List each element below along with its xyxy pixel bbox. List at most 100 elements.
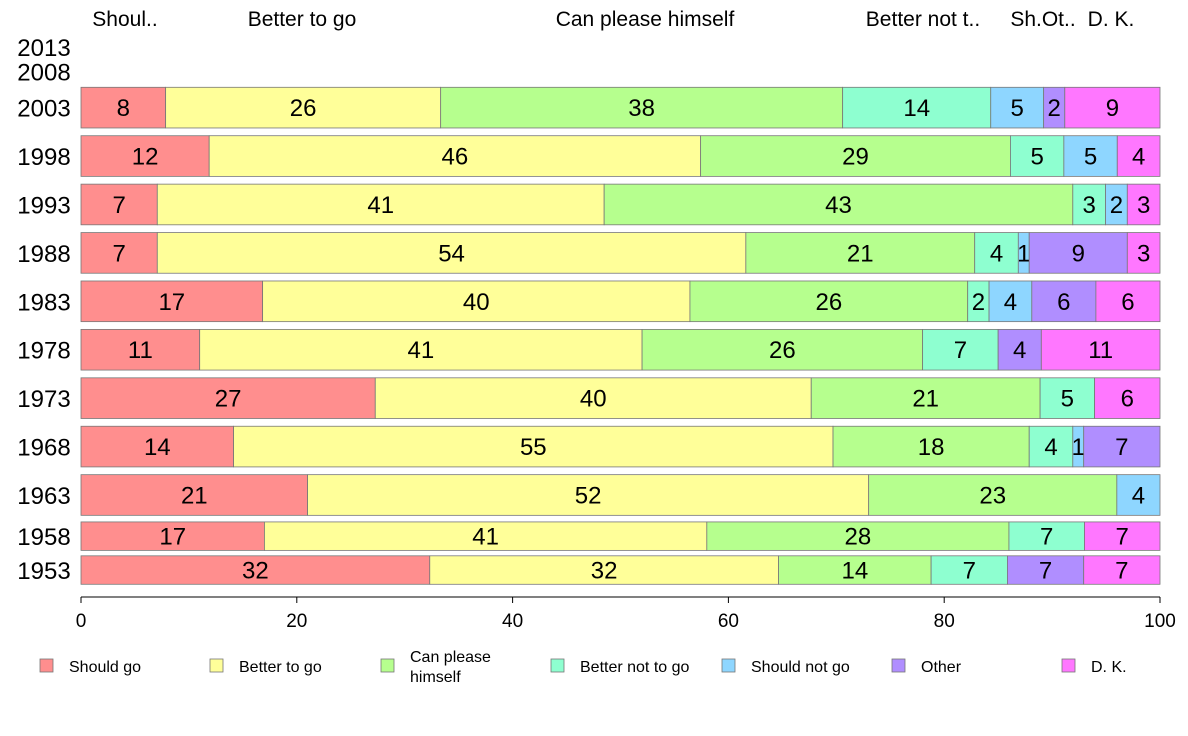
bar-segment — [990, 86, 1045, 129]
bar-value-label: 43 — [825, 192, 852, 219]
bar-row: 1988 7 54 21 4 1 9 3 — [17, 232, 1161, 274]
bar-segment — [778, 555, 932, 585]
bar-segment — [1028, 232, 1128, 274]
bar-value-label: 32 — [242, 558, 269, 585]
bar-value-label: 32 — [591, 558, 618, 585]
bar-segment — [922, 328, 999, 371]
bar-row: 1993 7 41 43 3 2 3 — [17, 183, 1161, 226]
bar-value-label: 6 — [1057, 289, 1070, 316]
bar-segment — [199, 328, 643, 371]
legend-label: himself — [410, 669, 461, 686]
bar-value-label: 7 — [963, 558, 976, 585]
bar-segment — [80, 280, 264, 323]
bar-value-label: 55 — [520, 434, 547, 461]
bar-segment — [1126, 232, 1161, 274]
bar-row: 1973 27 40 21 5 6 — [17, 377, 1161, 419]
bar-segment — [80, 86, 167, 129]
bar-segment — [1116, 135, 1161, 177]
bar-value-label: 7 — [1039, 558, 1052, 585]
bar-segment — [233, 425, 834, 468]
bar-segment — [429, 555, 779, 585]
bar-value-label: 26 — [769, 337, 796, 364]
bar-value-label: 11 — [1088, 337, 1113, 364]
bar-value-label: 3 — [1137, 240, 1150, 267]
bar-value-label: 3 — [1082, 192, 1095, 219]
year-label: 2003 — [17, 96, 70, 123]
bar-row: 2008 — [17, 59, 70, 86]
bar-segment — [1126, 183, 1161, 226]
bar-value-label: 3 — [1137, 192, 1150, 219]
bar-segment — [156, 183, 605, 226]
bar-segment — [1083, 425, 1161, 468]
bar-value-label: 54 — [438, 240, 465, 267]
legend-label: D. K. — [1091, 659, 1127, 676]
legend-swatch — [550, 658, 565, 673]
year-label: 1998 — [17, 144, 70, 171]
bar-value-label: 5 — [1011, 95, 1024, 122]
legend-swatch — [891, 658, 906, 673]
x-tick-label: 100 — [1144, 611, 1176, 632]
bar-segment — [80, 232, 158, 274]
legend-item: Better not to go — [550, 658, 690, 676]
bar-segment — [1116, 474, 1161, 516]
bar-segment — [374, 377, 812, 419]
legend-swatch — [1061, 658, 1076, 673]
bar-value-label: 4 — [1044, 434, 1057, 461]
bar-row: 2003 8 26 38 14 5 2 9 — [17, 86, 1161, 129]
column-header: D. K. — [1088, 8, 1135, 31]
bar-segment — [1084, 521, 1161, 551]
bar-value-label: 41 — [408, 337, 435, 364]
bar-segment — [1072, 183, 1106, 226]
bar-segment — [810, 377, 1041, 419]
bar-segment — [1083, 555, 1161, 585]
bar-value-label: 21 — [181, 483, 208, 510]
bar-value-label: 41 — [472, 524, 499, 551]
bar-value-label: 7 — [1115, 558, 1128, 585]
bar-value-label: 2 — [1048, 95, 1061, 122]
legend-item: Better to go — [209, 658, 322, 676]
bar-row: 1978 11 41 26 7 4 11 — [17, 328, 1161, 371]
bar-segment — [974, 232, 1019, 274]
legend-item: Should not go — [721, 658, 850, 676]
bar-value-label: 7 — [1040, 524, 1053, 551]
bar-value-label: 26 — [290, 95, 317, 122]
bar-segment — [706, 521, 1010, 551]
bar-value-label: 8 — [117, 95, 130, 122]
bar-value-label: 4 — [1004, 289, 1017, 316]
bar-segment — [1010, 135, 1065, 177]
legend-label: Other — [921, 659, 962, 676]
x-tick-label: 40 — [502, 611, 523, 632]
bar-segment — [165, 86, 442, 129]
bar-value-label: 26 — [815, 289, 842, 316]
bar-value-label: 7 — [954, 337, 967, 364]
legend-item: Other — [891, 658, 962, 676]
bar-row: 2013 — [17, 35, 70, 62]
bar-value-label: 40 — [580, 386, 607, 413]
year-label: 1993 — [17, 192, 70, 219]
bar-value-label: 4 — [1132, 483, 1145, 510]
bar-segment — [307, 474, 870, 516]
bar-value-label: 9 — [1106, 95, 1119, 122]
legend: Should go Better to go Can please himself Be… — [39, 649, 1127, 686]
bar-value-label: 5 — [1030, 144, 1043, 171]
legend-swatch — [209, 658, 224, 673]
bar-value-label: 40 — [463, 289, 490, 316]
bar-segment — [603, 183, 1074, 226]
bar-value-label: 14 — [841, 558, 868, 585]
bar-segment — [80, 474, 308, 516]
bar-value-label: 18 — [918, 434, 945, 461]
year-label: 1953 — [17, 558, 70, 585]
year-label: 1983 — [17, 289, 70, 316]
x-axis: 0 20 40 60 80 100 — [76, 596, 1176, 632]
bar-segment — [1008, 521, 1085, 551]
bar-segment — [80, 521, 265, 551]
bar-row: 1998 12 46 29 5 5 4 — [17, 135, 1161, 177]
bar-segment — [1064, 86, 1161, 129]
bar-segment — [700, 135, 1011, 177]
bar-value-label: 7 — [112, 240, 125, 267]
year-label: 1958 — [17, 524, 70, 551]
bar-segment — [1063, 135, 1118, 177]
x-tick-label: 20 — [286, 611, 307, 632]
column-header: Better not t.. — [866, 8, 980, 31]
legend-item: Can please himself — [380, 649, 491, 686]
